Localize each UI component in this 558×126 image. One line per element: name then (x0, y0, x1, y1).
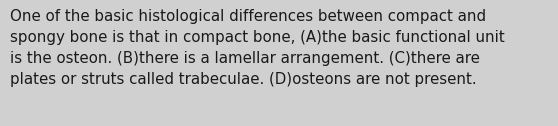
Text: One of the basic histological differences between compact and
spongy bone is tha: One of the basic histological difference… (10, 9, 505, 87)
